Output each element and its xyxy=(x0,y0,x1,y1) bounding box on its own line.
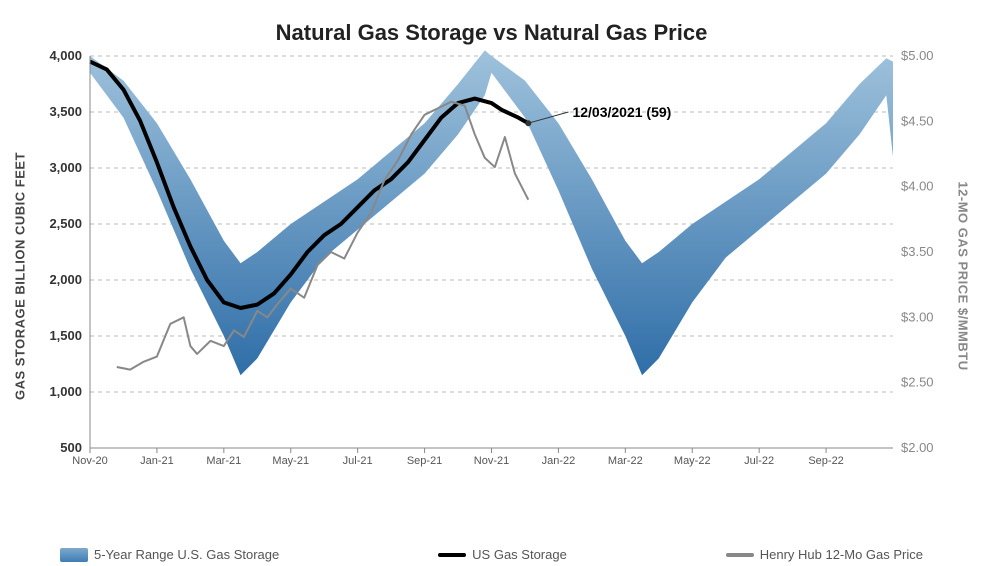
y2-axis-label: 12-MO GAS PRICE $/MMBTU xyxy=(956,181,971,370)
price-swatch-icon xyxy=(726,553,754,557)
svg-text:Jul-22: Jul-22 xyxy=(744,455,774,467)
svg-text:Mar-22: Mar-22 xyxy=(608,455,643,467)
svg-text:$2.50: $2.50 xyxy=(901,375,934,390)
svg-text:May-21: May-21 xyxy=(272,455,309,467)
plot-area: GAS STORAGE BILLION CUBIC FEET 12-MO GAS… xyxy=(30,56,953,496)
legend-price-label: Henry Hub 12-Mo Gas Price xyxy=(760,547,923,562)
svg-text:Jan-21: Jan-21 xyxy=(140,455,174,467)
svg-text:Sep-22: Sep-22 xyxy=(808,455,843,467)
svg-text:3,500: 3,500 xyxy=(49,104,82,119)
y1-axis-label: GAS STORAGE BILLION CUBIC FEET xyxy=(13,152,28,400)
svg-text:$2.00: $2.00 xyxy=(901,440,934,455)
chart-container: Natural Gas Storage vs Natural Gas Price… xyxy=(0,0,983,566)
range-series xyxy=(90,50,893,375)
svg-container: 5001,0001,5002,0002,5003,0003,5004,000 $… xyxy=(90,56,893,466)
x-ticks: Nov-20 Jan-21 Mar-21 May-21 Jul-21 Sep-21 Nov-… xyxy=(72,448,844,467)
svg-text:Nov-21: Nov-21 xyxy=(474,455,509,467)
y2-ticks: $2.00 $2.50 $3.00 $3.50 $4.00 $4.50 $5.00 xyxy=(901,48,934,455)
svg-text:May-22: May-22 xyxy=(674,455,711,467)
storage-swatch-icon xyxy=(438,553,466,557)
legend-storage: US Gas Storage xyxy=(438,547,567,562)
svg-text:2,000: 2,000 xyxy=(49,272,82,287)
range-swatch-icon xyxy=(60,548,88,562)
svg-text:$3.00: $3.00 xyxy=(901,309,934,324)
svg-text:1,000: 1,000 xyxy=(49,384,82,399)
chart-svg: 5001,0001,5002,0002,5003,0003,5004,000 $… xyxy=(90,56,893,466)
svg-text:$4.50: $4.50 xyxy=(901,113,934,128)
svg-text:Mar-21: Mar-21 xyxy=(206,455,241,467)
svg-text:$4.00: $4.00 xyxy=(901,179,934,194)
legend-range: 5-Year Range U.S. Gas Storage xyxy=(60,547,279,562)
svg-text:Sep-21: Sep-21 xyxy=(407,455,442,467)
svg-text:1,500: 1,500 xyxy=(49,328,82,343)
legend-price: Henry Hub 12-Mo Gas Price xyxy=(726,547,923,562)
svg-text:$3.50: $3.50 xyxy=(901,244,934,259)
y1-ticks: 500 1,000 1,500 2,000 2,500 3,000 3,500 4,000 xyxy=(49,48,82,455)
svg-text:Nov-20: Nov-20 xyxy=(72,455,107,467)
legend-storage-label: US Gas Storage xyxy=(472,547,567,562)
legend-range-label: 5-Year Range U.S. Gas Storage xyxy=(94,547,279,562)
svg-text:4,000: 4,000 xyxy=(49,48,82,63)
chart-title: Natural Gas Storage vs Natural Gas Price xyxy=(30,20,953,46)
svg-text:Jul-21: Jul-21 xyxy=(343,455,373,467)
svg-text:Jan-22: Jan-22 xyxy=(542,455,576,467)
legend: 5-Year Range U.S. Gas Storage US Gas Sto… xyxy=(60,547,923,562)
svg-text:500: 500 xyxy=(60,440,82,455)
svg-text:$5.00: $5.00 xyxy=(901,48,934,63)
svg-text:12/03/2021 (59): 12/03/2021 (59) xyxy=(572,104,671,120)
svg-text:2,500: 2,500 xyxy=(49,216,82,231)
svg-text:3,000: 3,000 xyxy=(49,160,82,175)
